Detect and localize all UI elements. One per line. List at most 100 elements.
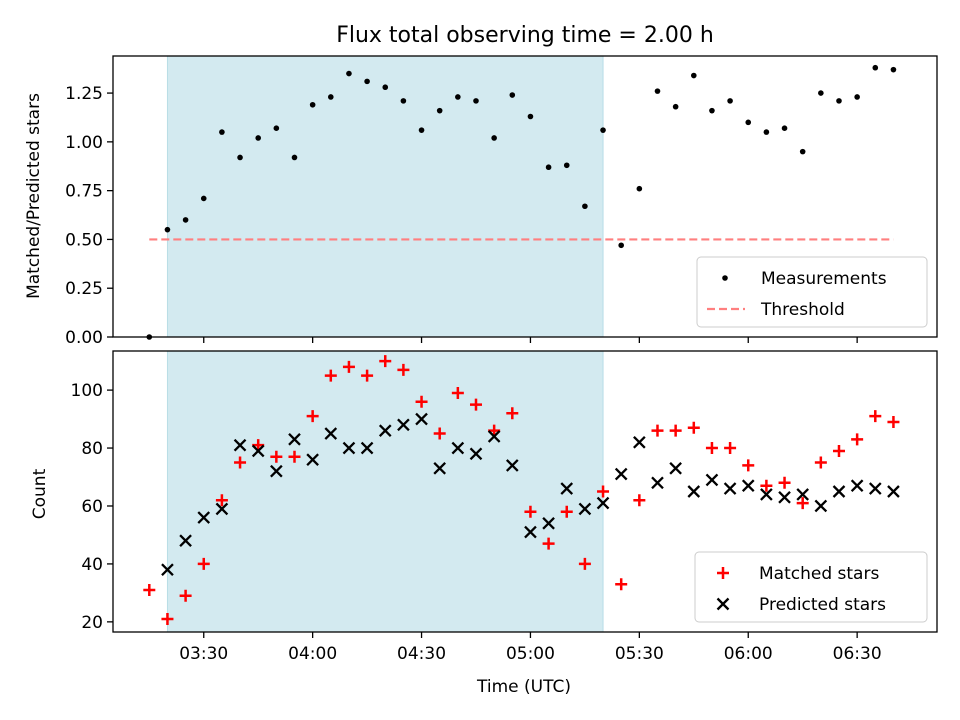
bottom-y-tick-label: 60 (81, 497, 103, 517)
x-tick-label: 05:30 (615, 644, 664, 664)
measurements-point (818, 90, 824, 96)
matched-stars-point (252, 439, 265, 452)
chart-title: Flux total observing time = 2.00 h (336, 23, 714, 48)
top-y-tick-label: 0.50 (65, 230, 103, 250)
matched-stars-point (379, 355, 392, 368)
measurements-point (745, 119, 752, 126)
predicted-stars-point (814, 499, 828, 513)
predicted-stars-point (887, 485, 900, 498)
top-legend: Measurements Threshold (696, 256, 928, 328)
top-y-tick-label: 0.00 (65, 328, 103, 348)
top-y-axis-label: Matched/Predicted stars (24, 93, 44, 299)
matched-stars-point (687, 421, 700, 434)
measurements-point (872, 64, 879, 71)
predicted-stars-point (633, 435, 646, 449)
predicted-stars-point (397, 418, 410, 432)
top-axes-frame (112, 55, 938, 338)
predicted-stars-point (233, 438, 247, 452)
matched-stars-point (469, 398, 482, 411)
predicted-stars-point (687, 485, 701, 498)
measurements-point (364, 78, 370, 85)
matched-stars-point (433, 427, 446, 440)
top-y-tick-label: 0.25 (65, 279, 103, 299)
predicted-stars-point (796, 488, 810, 501)
x-tick-label: 06:00 (724, 644, 773, 664)
matched-stars-point (234, 456, 247, 469)
x-tick-label: 04:30 (397, 644, 446, 664)
bottom-panel: 20 40 60 80 100 03:30 04:00 04:30 05:00 05:30 06:0… (71, 350, 938, 664)
matched-stars-point (796, 497, 809, 510)
predicted-stars-point (342, 441, 356, 455)
legend-label: Measurements (761, 269, 887, 289)
predicted-stars-point (614, 467, 628, 481)
matched-stars-point (724, 442, 737, 455)
measurements-point (418, 127, 425, 133)
legend-label: Threshold (760, 300, 845, 320)
top-shaded-interval (166, 55, 604, 338)
bottom-axes-frame (112, 350, 938, 633)
measurements-point (182, 217, 189, 223)
predicted-stars-point (596, 496, 610, 510)
matched-stars-point (197, 557, 210, 570)
legend-marker-matched (717, 567, 729, 579)
measurements-point (582, 203, 588, 210)
predicted-stars-point (433, 462, 447, 475)
measurements-point (346, 70, 352, 77)
measurements-point (255, 135, 261, 141)
matched-stars-point (451, 387, 464, 400)
predicted-stars-point (850, 479, 864, 493)
predicted-stars-point (651, 476, 664, 490)
measurements-point (545, 164, 552, 171)
bottom-shaded-interval (166, 350, 604, 633)
measurements-point (563, 162, 570, 169)
measurements-point (636, 185, 643, 192)
predicted-stars-point (251, 444, 265, 458)
matched-stars-point (651, 424, 664, 437)
matched-stars-point (887, 415, 900, 428)
predicted-stars-point (360, 441, 374, 455)
predicted-stars-point (469, 447, 483, 461)
measurements-point (219, 129, 225, 135)
predicted-stars-point (215, 502, 229, 516)
legend-label: Predicted stars (759, 595, 886, 615)
matched-stars-point (179, 589, 192, 602)
predicted-stars-point (451, 441, 465, 455)
predicted-stars-point (179, 534, 192, 548)
bottom-legend: Matched stars Predicted stars (694, 551, 928, 623)
predicted-stars-point (378, 424, 392, 437)
measurements-point (327, 94, 334, 100)
measurements-point (709, 107, 715, 114)
matched-stars-point (397, 363, 410, 376)
measurements-point (763, 129, 770, 135)
measurements-point (727, 98, 733, 104)
matched-stars-point (361, 369, 374, 382)
matched-stars-point (415, 395, 428, 408)
measurements-point (854, 94, 860, 100)
predicted-stars-point (778, 490, 791, 504)
x-axis-label: Time (UTC) (476, 677, 571, 697)
matched-stars-point (306, 410, 319, 423)
measurements-point (527, 113, 534, 120)
matched-stars-point (578, 557, 591, 570)
measurements-point (400, 98, 407, 104)
predicted-stars-point (723, 482, 737, 495)
predicted-stars-point (415, 412, 428, 426)
matched-stars-point (542, 537, 555, 550)
predicted-stars-point (270, 464, 283, 478)
matched-stars-point (143, 583, 156, 596)
measurements-point (473, 98, 479, 104)
matched-stars-point (615, 578, 628, 591)
matched-stars-point (288, 450, 301, 463)
predicted-stars-point (705, 473, 719, 487)
matched-stars-point (597, 485, 610, 498)
measurements-point (455, 94, 461, 100)
matched-stars-point (832, 444, 845, 457)
top-y-tick-label: 1.25 (65, 84, 103, 104)
measurements-point (273, 125, 280, 132)
matched-stars-point (869, 410, 882, 423)
predicted-stars-point (487, 430, 501, 443)
predicted-stars-point (524, 525, 537, 539)
predicted-stars-point (868, 482, 882, 495)
predicted-stars-point (306, 453, 319, 466)
x-tick-label: 05:00 (506, 644, 555, 664)
